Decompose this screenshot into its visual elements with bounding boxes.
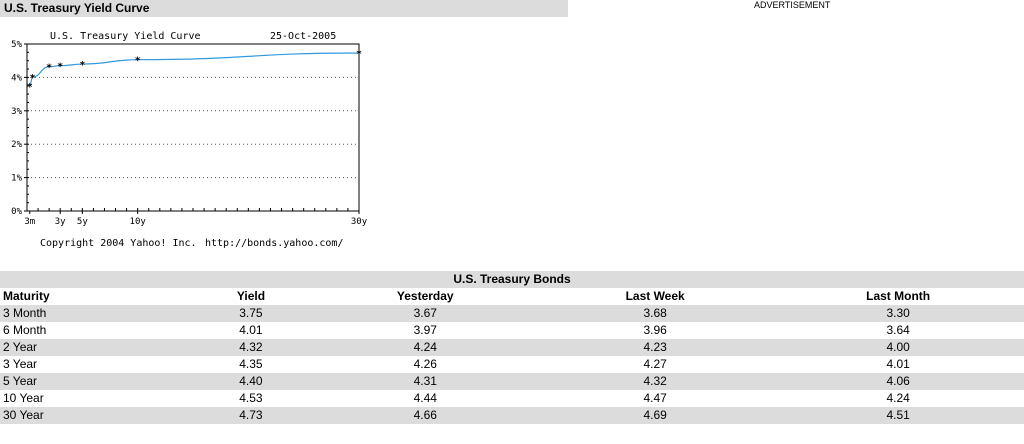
table-cell: 4.44 xyxy=(413,391,437,405)
series-group: *** * * ** xyxy=(27,49,362,93)
table-cell: 4.32 xyxy=(538,373,773,390)
x-tick-label: 30y xyxy=(351,217,368,227)
table-cell: 5 Year xyxy=(0,373,190,390)
table-cell: 6 Month xyxy=(3,323,47,337)
table-cell: 4.00 xyxy=(772,339,1024,356)
chart-url: http://bonds.yahoo.com/ xyxy=(205,238,343,249)
table-cell: 3.67 xyxy=(312,305,539,322)
yield-curve-chart: U.S. Treasury Yield Curve 25-Oct-2005 0%… xyxy=(11,31,368,249)
table-cell: 4.01 xyxy=(239,323,263,337)
table-row: 10 Year 4.53 4.44 4.47 4.24 xyxy=(0,390,1024,407)
table-cell: 3.64 xyxy=(886,323,910,337)
x-tick-label: 5y xyxy=(77,217,88,227)
y-tick-label: 3% xyxy=(11,107,22,117)
table-row: 2 Year 4.32 4.24 4.23 4.00 xyxy=(0,339,1024,356)
table-title: U.S. Treasury Bonds xyxy=(0,271,1024,288)
table-cell: 4.23 xyxy=(538,339,773,356)
table-cell: 4.31 xyxy=(312,373,539,390)
table-body: 3 Month 3.75 3.67 3.68 3.30 6 Month 4.01 3.97 3.… xyxy=(0,305,1024,424)
chart-copyright: Copyright 2004 Yahoo! Inc. xyxy=(40,238,197,249)
data-point-marker: * xyxy=(57,62,63,73)
y-tick-label: 4% xyxy=(11,73,22,83)
y-tick-label: 2% xyxy=(11,140,22,150)
table-cell: 4.40 xyxy=(189,373,313,390)
chart-date: 25-Oct-2005 xyxy=(270,31,336,42)
column-header: Last Week xyxy=(538,288,773,305)
table-cell: 3 Month xyxy=(0,305,190,322)
table-cell: 4.26 xyxy=(413,357,437,371)
x-tick-label: 10y xyxy=(130,217,147,227)
table-cell: 3 Year xyxy=(3,357,38,371)
column-header: Yield xyxy=(189,288,313,305)
table-cell: 3.75 xyxy=(189,305,313,322)
table-cell: 3.96 xyxy=(643,323,667,337)
table-cell: 4.53 xyxy=(239,391,263,405)
table-cell: 4.35 xyxy=(239,357,263,371)
table-row: 5 Year 4.40 4.31 4.32 4.06 xyxy=(0,373,1024,390)
y-ticks: 0% 1% 2% 3% 4% 5% xyxy=(11,40,29,217)
column-header: Maturity xyxy=(0,288,190,305)
data-point-marker: * xyxy=(27,82,33,93)
x-tick-label: 3m xyxy=(24,217,35,227)
table-row: 3 Year 4.35 4.26 4.27 4.01 xyxy=(0,356,1024,373)
table-cell: 4.01 xyxy=(886,357,910,371)
table-cell: 3.97 xyxy=(413,323,437,337)
table-cell: 30 Year xyxy=(0,407,190,424)
table-row: 6 Month 4.01 3.97 3.96 3.64 xyxy=(0,322,1024,339)
table-row: 3 Month 3.75 3.67 3.68 3.30 xyxy=(0,305,1024,322)
series-line xyxy=(29,52,360,87)
table-cell: 4.32 xyxy=(189,339,313,356)
treasury-bonds-table: U.S. Treasury Bonds Maturity Yield Yesterd… xyxy=(0,271,1024,424)
table-cell: 4.66 xyxy=(312,407,539,424)
table-cell: 2 Year xyxy=(0,339,190,356)
y-tick-label: 1% xyxy=(11,174,22,184)
table-cell: 4.47 xyxy=(643,391,667,405)
y-tick-label: 5% xyxy=(11,40,22,50)
table-cell: 4.24 xyxy=(886,391,910,405)
data-point-marker: * xyxy=(79,60,85,71)
section-title: U.S. Treasury Yield Curve xyxy=(0,0,568,17)
table-cell: 4.73 xyxy=(189,407,313,424)
table-cell: 4.06 xyxy=(772,373,1024,390)
table-cell: 10 Year xyxy=(3,391,44,405)
column-header: Yesterday xyxy=(312,288,539,305)
table-header-row: Maturity Yield Yesterday Last Week Last Mont… xyxy=(0,288,1024,305)
column-header: Last Month xyxy=(772,288,1024,305)
y-tick-label: 0% xyxy=(11,207,22,217)
table-cell: 4.24 xyxy=(312,339,539,356)
plot-frame xyxy=(26,43,360,212)
data-point-marker: * xyxy=(30,73,36,84)
data-point-marker: * xyxy=(135,56,141,67)
table-cell: 4.69 xyxy=(538,407,773,424)
advertisement-label: ADVERTISEMENT xyxy=(754,0,831,10)
table-cell: 4.51 xyxy=(772,407,1024,424)
data-point-marker: * xyxy=(46,63,52,74)
table-cell: 4.27 xyxy=(643,357,667,371)
y-gridlines xyxy=(27,76,359,179)
x-tick-label: 3y xyxy=(55,217,66,227)
table-cell: 3.68 xyxy=(538,305,773,322)
x-ticks: 3m 3y 5y 10y 30y xyxy=(24,208,368,227)
chart-title: U.S. Treasury Yield Curve xyxy=(50,31,201,42)
table-row: 30 Year 4.73 4.66 4.69 4.51 xyxy=(0,407,1024,424)
table-cell: 3.30 xyxy=(772,305,1024,322)
data-point-marker: * xyxy=(356,49,362,60)
